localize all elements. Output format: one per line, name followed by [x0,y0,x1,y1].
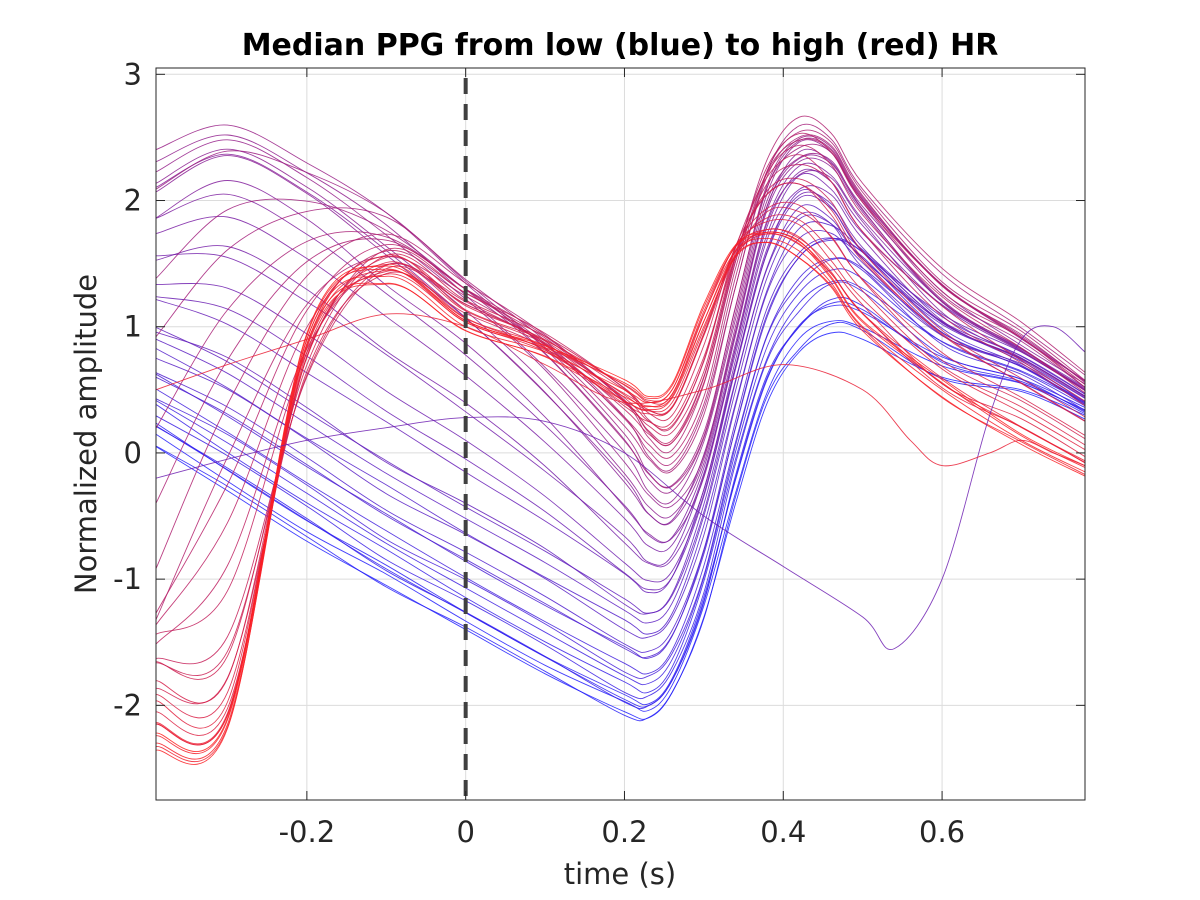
ppg-series-line [156,162,1085,544]
ppg-series-line [156,206,1085,705]
y-tick-label: 2 [124,184,142,218]
ppg-series-line [156,124,1085,494]
x-tick-label: 0.4 [760,815,806,849]
ppg-series-line [156,177,1085,665]
ppg-series-line [156,170,1085,543]
ppg-series-line [156,185,1085,568]
ppg-series-line [156,257,1085,675]
axes-box [155,67,1086,801]
ppg-series-line [156,138,1085,620]
ppg-series-line [156,148,1085,519]
ppg-series-line [156,134,1085,505]
y-tick-label: 0 [124,436,142,470]
x-tick-label: 0 [456,815,474,849]
y-axis-label: Normalized amplitude [69,274,103,594]
ppg-series-line [156,304,1085,706]
chart-title: Median PPG from low (blue) to high (red)… [242,28,999,63]
ppg-series-line [156,182,1085,676]
y-tick-label: 3 [124,57,142,91]
ppg-series-line [156,211,1085,615]
y-tick-label: -2 [113,688,142,722]
ppg-series-line [156,214,1085,624]
ppg-series-line [156,135,1085,488]
ppg-series-line [156,115,1085,569]
y-tick-label: 1 [124,310,142,344]
ppg-series-line [156,143,1085,489]
ppg-series-line [156,313,1085,467]
ppg-series-line [156,218,1085,729]
ppg-series-line [156,155,1085,526]
ppg-series-line [156,194,1085,591]
ppg-series-line [156,279,1085,694]
ppg-series-line [156,144,1085,626]
ppg-series-line [156,134,1085,474]
series-layer [156,115,1085,765]
ppg-series-line [156,268,1085,686]
ppg-series-line [156,325,1085,651]
ppg-series-line [156,320,1085,712]
ppg-series-line [156,164,1085,645]
ppg-series-line [156,129,1085,504]
ppg-series-line [156,123,1085,472]
ppg-series-line [156,301,1085,708]
ppg-series-line [156,189,1085,594]
ppg-series-line [156,191,1085,583]
ppg-series-line [156,241,1085,763]
x-tick-label: 0.6 [919,815,965,849]
ppg-series-line [156,231,1085,753]
ppg-series-line [156,230,1085,639]
ppg-series-line [156,237,1085,659]
ppg-series-line [156,237,1085,653]
x-tick-label: 0.2 [601,815,647,849]
ppg-series-line [156,281,1085,700]
x-axis-label: time (s) [564,857,676,891]
ppg-series-line [156,168,1085,553]
x-tick-label: -0.2 [279,815,336,849]
ppg-series-line [156,242,1085,765]
ppg-series-line [156,221,1085,635]
ppg-series-line [156,182,1085,680]
ppg-series-line [156,257,1085,679]
y-tick-label: -1 [113,562,142,596]
ppg-series-line [156,296,1085,709]
tick-layer: -0.2 0 0.2 0.4 0.6 -2 -1 0 1 2 3 [113,57,1085,849]
ppg-series-line [156,232,1085,746]
ppg-series-line [156,139,1085,509]
ppg-series-line [156,233,1085,755]
ppg-series-line [156,228,1085,736]
ppg-series-line [156,204,1085,614]
